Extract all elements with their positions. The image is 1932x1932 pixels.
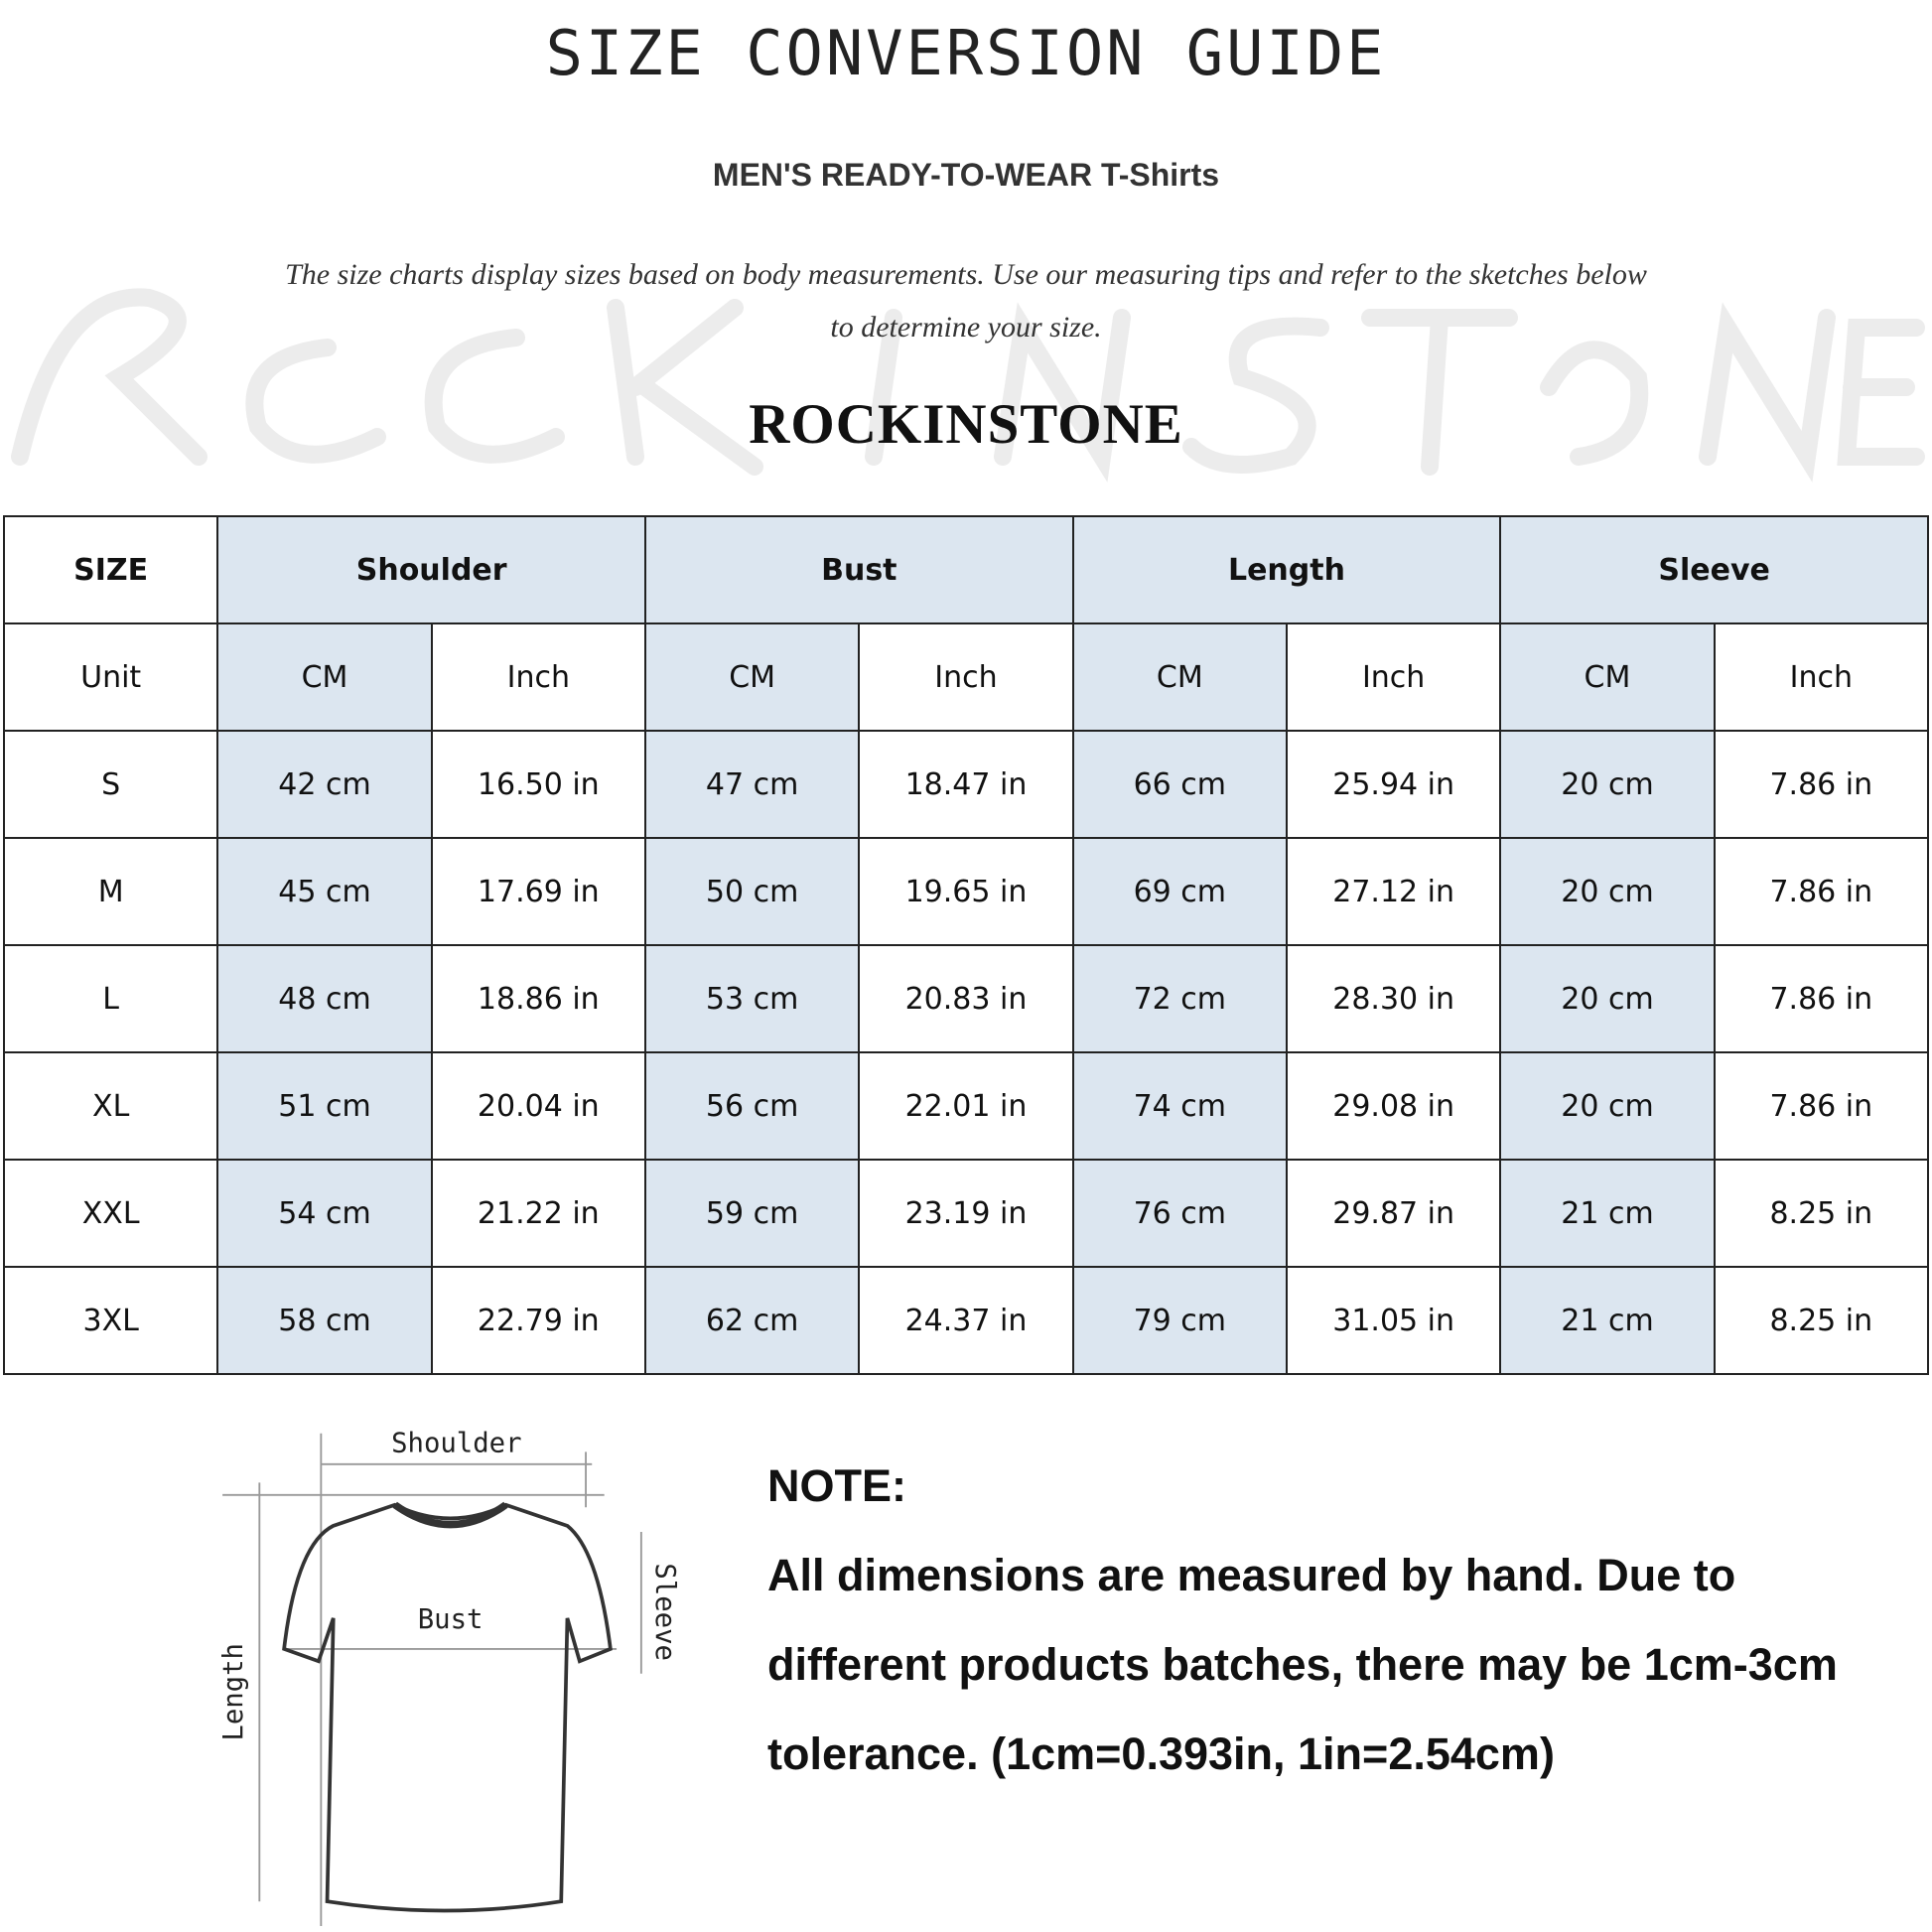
unit-header: CM (1071, 622, 1288, 732)
value-cell: 54 cm (216, 1159, 433, 1268)
value-cell: 72 cm (1071, 944, 1288, 1053)
value-cell: 69 cm (1071, 837, 1288, 946)
value-cell: 18.47 in (858, 730, 1074, 839)
value-cell: 7.86 in (1713, 944, 1930, 1053)
table-row: XL 51 cm 20.04 in 56 cm 22.01 in 74 cm 29.08 i… (2, 1051, 1930, 1161)
subtitle: MEN'S READY-TO-WEAR T-Shirts (712, 157, 1220, 193)
value-cell: 27.12 in (1285, 837, 1502, 946)
value-cell: 29.87 in (1285, 1159, 1502, 1268)
value-cell: 24.37 in (858, 1266, 1074, 1375)
value-cell: 28.30 in (1285, 944, 1502, 1053)
group-header-bust: Bust (643, 515, 1074, 624)
value-cell: 31.05 in (1285, 1266, 1502, 1375)
value-cell: 76 cm (1071, 1159, 1288, 1268)
group-header-sleeve: Sleeve (1499, 515, 1929, 624)
value-cell: 20 cm (1499, 837, 1716, 946)
value-cell: 79 cm (1071, 1266, 1288, 1375)
value-cell: 51 cm (216, 1051, 433, 1161)
value-cell: 21 cm (1499, 1266, 1716, 1375)
size-cell: XXL (2, 1159, 219, 1268)
sketch-label-length: Length (218, 1643, 249, 1741)
value-cell: 25.94 in (1285, 730, 1502, 839)
value-cell: 20.04 in (430, 1051, 646, 1161)
value-cell: 58 cm (216, 1266, 433, 1375)
value-cell: 56 cm (643, 1051, 861, 1161)
value-cell: 23.19 in (858, 1159, 1074, 1268)
size-cell: 3XL (2, 1266, 219, 1375)
size-table: SIZE Shoulder Bust Length Sleeve Unit CM Inch CM… (2, 515, 1930, 1375)
table-row: S 42 cm 16.50 in 47 cm 18.47 in 66 cm 25.94 in… (2, 730, 1930, 839)
size-header: SIZE (2, 515, 219, 624)
table-header-row: SIZE Shoulder Bust Length Sleeve (2, 515, 1929, 624)
value-cell: 21.22 in (430, 1159, 646, 1268)
value-cell: 21 cm (1499, 1159, 1716, 1268)
value-cell: 42 cm (216, 730, 433, 839)
value-cell: 66 cm (1071, 730, 1288, 839)
sketch-label-shoulder: Shoulder (391, 1428, 521, 1458)
unit-header: CM (643, 622, 861, 732)
sketch-label-bust: Bust (418, 1604, 483, 1635)
value-cell: 8.25 in (1713, 1159, 1930, 1268)
unit-row: Unit CM Inch CM Inch CM Inch CM Inch (2, 622, 1930, 732)
value-cell: 50 cm (643, 837, 861, 946)
size-cell: L (2, 944, 219, 1053)
size-cell: XL (2, 1051, 219, 1161)
value-cell: 7.86 in (1713, 730, 1930, 839)
group-header-length: Length (1071, 515, 1502, 624)
value-cell: 8.25 in (1713, 1266, 1930, 1375)
unit-header: Inch (1285, 622, 1502, 732)
value-cell: 20 cm (1499, 730, 1716, 839)
value-cell: 20.83 in (858, 944, 1074, 1053)
value-cell: 17.69 in (430, 837, 646, 946)
value-cell: 48 cm (216, 944, 433, 1053)
value-cell: 22.79 in (430, 1266, 646, 1375)
value-cell: 16.50 in (430, 730, 646, 839)
unit-header: Inch (430, 622, 646, 732)
description: The size charts display sizes based on b… (285, 258, 1647, 344)
value-cell: 22.01 in (858, 1051, 1074, 1161)
value-cell: 59 cm (643, 1159, 861, 1268)
unit-label: Unit (2, 622, 219, 732)
value-cell: 74 cm (1071, 1051, 1288, 1161)
unit-header: Inch (858, 622, 1074, 732)
value-cell: 19.65 in (858, 837, 1074, 946)
value-cell: 62 cm (643, 1266, 861, 1375)
table-row: L 48 cm 18.86 in 53 cm 20.83 in 72 cm 28.30 in… (2, 944, 1930, 1053)
note-heading: NOTE: (767, 1460, 906, 1511)
unit-header: Inch (1713, 622, 1930, 732)
note: NOTE: All dimensions are measured by han… (767, 1442, 1919, 1799)
size-cell: S (2, 730, 219, 839)
table-row: XXL 54 cm 21.22 in 59 cm 23.19 in 76 cm 29.87 … (2, 1159, 1930, 1268)
value-cell: 53 cm (643, 944, 861, 1053)
sketch-label-sleeve: Sleeve (649, 1563, 680, 1661)
value-cell: 45 cm (216, 837, 433, 946)
group-header-shoulder: Shoulder (216, 515, 646, 624)
value-cell: 20 cm (1499, 1051, 1716, 1161)
size-cell: M (2, 837, 219, 946)
value-cell: 47 cm (643, 730, 861, 839)
value-cell: 7.86 in (1713, 837, 1930, 946)
unit-header: CM (1499, 622, 1716, 732)
value-cell: 7.86 in (1713, 1051, 1930, 1161)
table-row: M 45 cm 17.69 in 50 cm 19.65 in 69 cm 27.12 in… (2, 837, 1930, 946)
tshirt-sketch: Shoulder Bust Length Sleeve (218, 1428, 680, 1926)
unit-header: CM (216, 622, 433, 732)
watermark-brush-strokes (11, 288, 1925, 483)
note-text: All dimensions are measured by hand. Due… (767, 1550, 1838, 1779)
value-cell: 29.08 in (1285, 1051, 1502, 1161)
page-title: SIZE CONVERSION GUIDE (545, 17, 1387, 89)
value-cell: 18.86 in (430, 944, 646, 1053)
table-row: 3XL 58 cm 22.79 in 62 cm 24.37 in 79 cm 31.05 … (2, 1266, 1930, 1375)
value-cell: 20 cm (1499, 944, 1716, 1053)
brand-name: ROCKINSTONE (749, 393, 1183, 456)
